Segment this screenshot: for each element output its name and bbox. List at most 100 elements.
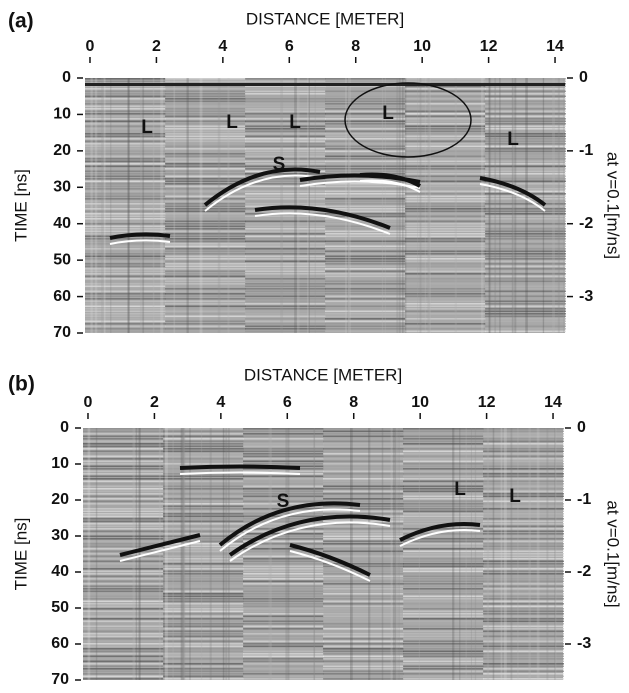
image-streak — [323, 575, 404, 578]
image-streak — [85, 298, 166, 300]
image-streak — [485, 280, 566, 283]
image-streak — [403, 485, 484, 488]
image-streak — [405, 315, 486, 318]
image-streak — [85, 250, 166, 253]
image-streak — [163, 478, 244, 480]
image-streak — [243, 453, 324, 455]
image-streak — [485, 208, 566, 210]
image-streak — [245, 138, 326, 140]
image-streak — [323, 445, 404, 448]
image-streak — [483, 643, 564, 645]
image-streak — [483, 618, 564, 620]
image-streak — [403, 440, 484, 443]
image-streak — [405, 275, 486, 278]
image-streak — [403, 500, 484, 503]
image-streak — [325, 103, 406, 105]
image-streak — [325, 275, 406, 278]
image-streak — [325, 215, 406, 218]
image-streak — [483, 450, 564, 453]
image-streak — [483, 653, 564, 655]
image-streak — [85, 153, 166, 155]
image-streak — [163, 528, 244, 530]
reflection — [254, 205, 391, 230]
image-streak — [245, 285, 326, 288]
image-streak — [245, 280, 326, 283]
image-streak — [325, 133, 406, 135]
image-streak — [163, 448, 244, 450]
image-streak — [165, 215, 246, 218]
image-trace — [404, 78, 407, 333]
image-streak — [163, 630, 244, 633]
image-streak — [163, 535, 244, 538]
image-streak — [85, 105, 166, 108]
image-streak — [405, 193, 486, 195]
image-trace — [297, 78, 300, 333]
image-streak — [485, 255, 566, 258]
image-streak — [483, 475, 564, 478]
image-streak — [243, 643, 324, 645]
image-trace — [557, 78, 560, 333]
image-streak — [85, 173, 166, 175]
image-streak — [485, 295, 566, 298]
image-streak — [83, 538, 164, 540]
image-streak — [483, 513, 564, 515]
image-streak — [165, 115, 246, 118]
image-streak — [325, 138, 406, 140]
image-streak — [163, 668, 244, 670]
image-streak — [163, 555, 244, 558]
image-streak — [163, 463, 244, 465]
image-streak — [483, 600, 564, 603]
image-streak — [323, 650, 404, 653]
image-streak — [403, 615, 484, 618]
image-streak — [85, 145, 166, 148]
image-streak — [165, 148, 246, 150]
image-streak — [243, 665, 324, 668]
image-streak — [83, 513, 164, 515]
image-streak — [163, 550, 244, 553]
image-streak — [483, 483, 564, 485]
image-streak — [83, 640, 164, 643]
image-streak — [323, 528, 404, 530]
image-streak — [483, 453, 564, 455]
image-trace — [90, 78, 93, 333]
image-streak — [323, 465, 404, 468]
image-streak — [85, 313, 166, 315]
image-trace — [381, 78, 384, 333]
image-streak — [243, 675, 324, 678]
image-streak — [245, 120, 326, 123]
image-streak — [403, 518, 484, 520]
image-streak — [325, 238, 406, 240]
image-streak — [165, 330, 246, 333]
image-trace — [110, 78, 112, 333]
image-streak — [83, 455, 164, 458]
image-streak — [243, 520, 324, 523]
image-streak — [405, 298, 486, 300]
image-streak — [245, 185, 326, 188]
image-trace — [209, 428, 212, 680]
image-streak — [405, 280, 486, 283]
image-streak — [245, 158, 326, 160]
image-streak — [405, 188, 486, 190]
y2-axis-title: at v=0.1[m/ns] — [604, 500, 623, 607]
image-streak — [483, 565, 564, 568]
reflection — [229, 521, 391, 562]
image-streak — [85, 225, 166, 228]
image-streak — [485, 168, 566, 170]
image-streak — [245, 300, 326, 303]
image-streak — [405, 240, 486, 243]
image-streak — [323, 525, 404, 528]
image-streak — [403, 570, 484, 573]
image-streak — [165, 123, 246, 125]
image-streak — [83, 430, 164, 433]
image-streak — [243, 563, 324, 565]
image-streak — [85, 288, 166, 290]
image-streak — [325, 78, 406, 80]
reflection — [359, 179, 421, 193]
image-streak — [165, 93, 246, 95]
image-streak — [323, 493, 404, 495]
image-trace — [554, 428, 556, 680]
image-streak — [485, 273, 566, 275]
image-streak — [405, 228, 486, 230]
image-streak — [243, 678, 324, 680]
image-streak — [243, 670, 324, 673]
